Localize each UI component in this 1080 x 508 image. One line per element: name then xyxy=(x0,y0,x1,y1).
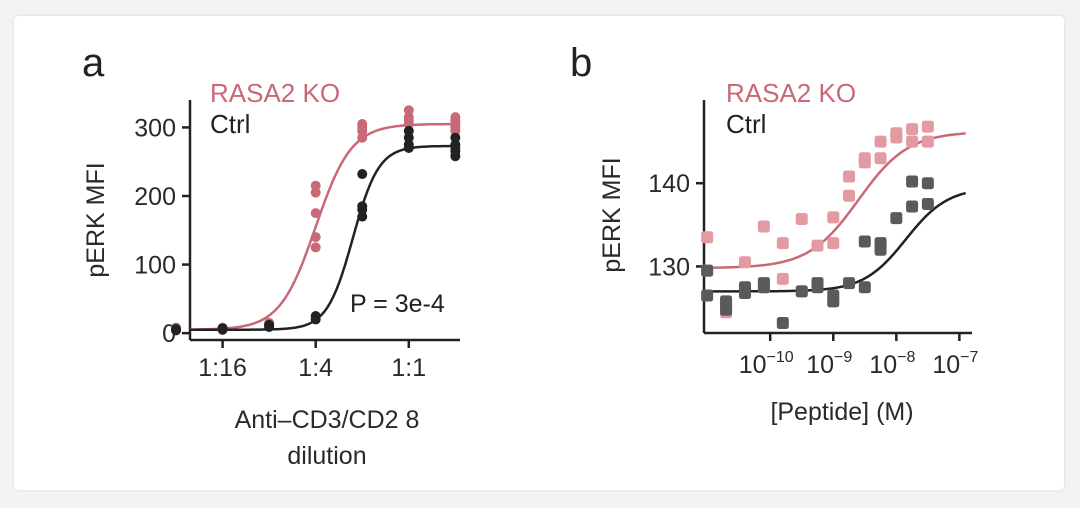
panel-b-point-ko xyxy=(757,220,770,233)
panel-a-point-ctrl xyxy=(217,323,228,334)
panel-a-point-ko xyxy=(310,208,321,219)
panel-a-points xyxy=(171,105,461,336)
panel-b-point-ko xyxy=(701,231,714,244)
panel-b-point-ko xyxy=(906,123,919,136)
panel-a-y-tick-label: 200 xyxy=(134,183,176,211)
panel-b-point-ctrl xyxy=(827,289,840,302)
panel-b-point-ctrl xyxy=(906,200,919,213)
panel-b-y-tick-label: 140 xyxy=(648,170,690,198)
panel-a-point-ko xyxy=(310,242,321,253)
panel-a-x-tick-label: 1:16 xyxy=(198,354,247,382)
panel-b-point-ko xyxy=(795,212,808,225)
panel-a-x-ticks: 1:16 1:4 1:1 xyxy=(198,340,426,382)
panel-b-x-label: [Peptide] (M) xyxy=(770,398,913,426)
panel-b-point-ko xyxy=(738,256,751,269)
panel-b-point-ko xyxy=(811,239,824,252)
panel-a-point-ctrl xyxy=(310,311,321,321)
panel-b-point-ko xyxy=(827,211,840,224)
panel-b-point-ko xyxy=(776,237,789,250)
panel-a-y-tick-label: 300 xyxy=(134,114,176,142)
panel-a-point-ko xyxy=(403,105,414,116)
panel-b: b 130 140 10−10 10−9 10−8 10−7 RASA2 KO Ctrl… xyxy=(570,41,979,426)
panel-a-point-ko xyxy=(357,132,368,143)
panel-a-x-label-line2: dilution xyxy=(287,442,366,470)
panel-b-point-ko xyxy=(776,272,789,285)
panel-b-point-ko xyxy=(827,237,840,250)
panel-a-y-label: pERK MFI xyxy=(82,162,110,277)
panel-b-point-ko xyxy=(843,189,856,202)
panel-a-point-ko xyxy=(450,115,461,126)
panel-a-point-ctrl xyxy=(357,211,368,222)
panel-a-point-ctrl xyxy=(450,151,461,162)
panel-b-x-tick-label: 10−10 xyxy=(739,349,794,379)
panel-b-legend-ko: RASA2 KO xyxy=(726,78,856,108)
panel-a-point-ctrl xyxy=(403,143,414,153)
panel-b-point-ctrl xyxy=(843,277,856,290)
panel-a-label: a xyxy=(82,41,105,85)
panel-b-legend-ctrl: Ctrl xyxy=(726,109,766,139)
panel-b-point-ctrl xyxy=(858,281,871,294)
p-value-annotation: P = 3e-4 xyxy=(350,290,445,318)
panel-b-y-ticks: 130 140 xyxy=(648,170,704,281)
panel-b-point-ctrl xyxy=(776,317,789,330)
panel-b-point-ko xyxy=(921,120,934,133)
panel-b-point-ctrl xyxy=(701,264,714,277)
panel-a-legend-ctrl: Ctrl xyxy=(210,109,250,139)
panel-b-point-ctrl xyxy=(720,303,733,316)
panel-a-point-ctrl xyxy=(403,132,414,143)
panel-a-y-tick-label: 100 xyxy=(134,252,176,280)
panel-b-label: b xyxy=(570,41,592,85)
panel-a-point-ctrl xyxy=(357,169,368,180)
panel-a-point-ko xyxy=(450,125,461,136)
panel-b-point-ctrl xyxy=(738,287,751,300)
panel-b-x-tick-label: 10−8 xyxy=(869,349,915,379)
panel-b-point-ctrl xyxy=(811,281,824,294)
panel-a-point-ctrl xyxy=(171,325,182,336)
panel-a-x-tick-label: 1:1 xyxy=(391,354,426,382)
panel-a-point-ctrl xyxy=(450,132,461,143)
panel-b-point-ctrl xyxy=(858,235,871,248)
panel-b-point-ko xyxy=(874,135,887,148)
panel-b-x-ticks: 10−10 10−9 10−8 10−7 xyxy=(739,333,979,379)
panel-a-point-ctrl xyxy=(264,319,275,330)
panel-a-point-ko xyxy=(310,187,321,198)
panel-b-point-ctrl xyxy=(874,243,887,256)
panel-b-y-tick-label: 130 xyxy=(648,253,690,281)
panel-a-point-ctrl xyxy=(357,201,368,212)
panel-b-point-ko xyxy=(874,152,887,165)
panel-b-point-ko xyxy=(843,170,856,183)
panel-b-point-ctrl xyxy=(890,212,903,225)
panel-b-point-ctrl xyxy=(795,285,808,298)
panel-a-point-ko xyxy=(310,180,321,191)
panel-a-x-label-line1: Anti–CD3/CD2 8 xyxy=(235,406,420,434)
panel-b-point-ko xyxy=(921,135,934,148)
panel-b-point-ctrl xyxy=(921,177,934,190)
panel-a-point-ko xyxy=(403,119,414,129)
panel-b-point-ko xyxy=(858,156,871,169)
panel-b-point-ko xyxy=(890,131,903,144)
panel-a-point-ko xyxy=(310,232,321,243)
panel-a-point-ctrl xyxy=(403,125,414,136)
panel-b-y-label: pERK MFI xyxy=(598,157,626,272)
panel-a-point-ko xyxy=(357,122,368,133)
panel-b-point-ctrl xyxy=(701,289,714,302)
panel-b-points xyxy=(701,120,934,330)
panel-a-point-ko xyxy=(403,112,414,123)
panel-b-point-ctrl xyxy=(906,175,919,188)
panel-b-point-ctrl xyxy=(757,281,770,294)
panel-b-x-tick-label: 10−9 xyxy=(806,349,852,379)
panel-b-point-ctrl xyxy=(921,198,934,211)
panel-a-point-ctrl xyxy=(450,143,461,153)
panel-a-x-tick-label: 1:4 xyxy=(298,354,333,382)
panel-b-point-ko xyxy=(906,135,919,148)
panel-b-x-tick-label: 10−7 xyxy=(932,349,978,379)
panel-a-legend-ko: RASA2 KO xyxy=(210,78,340,108)
